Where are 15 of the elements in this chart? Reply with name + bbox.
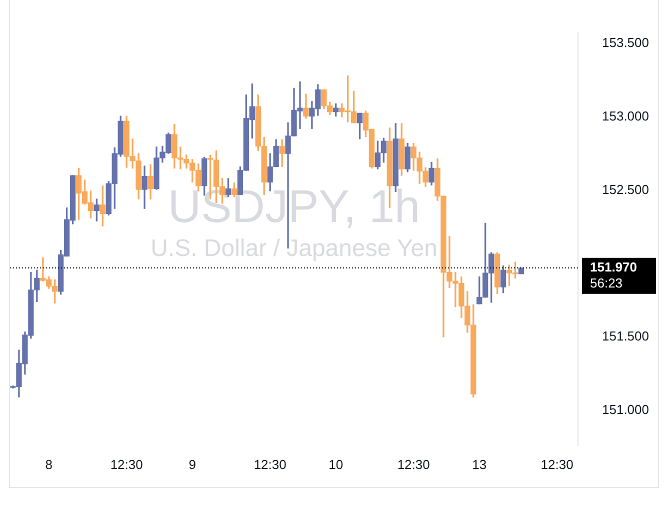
- y-tick-label: 152.500: [602, 182, 649, 197]
- x-tick-label: 9: [188, 456, 196, 472]
- x-tick-label: 10: [328, 456, 344, 472]
- x-tick-label: 12:30: [397, 456, 430, 472]
- x-tick-label: 13: [472, 456, 487, 472]
- text: 56:23: [590, 276, 623, 291]
- ref-line-label: 151.970: [590, 260, 637, 275]
- x-tick-label: 8: [45, 456, 52, 472]
- x-tick-label: 12:30: [540, 456, 574, 472]
- x-tick-label: 12:30: [254, 456, 286, 472]
- y-tick-label: 153.000: [602, 108, 649, 124]
- y-tick-label: 151.500: [602, 328, 649, 344]
- x-tick-label: 12:30: [110, 456, 143, 472]
- y-tick-label: 153.500: [602, 35, 649, 50]
- y-tick-label: 151.000: [602, 402, 649, 417]
